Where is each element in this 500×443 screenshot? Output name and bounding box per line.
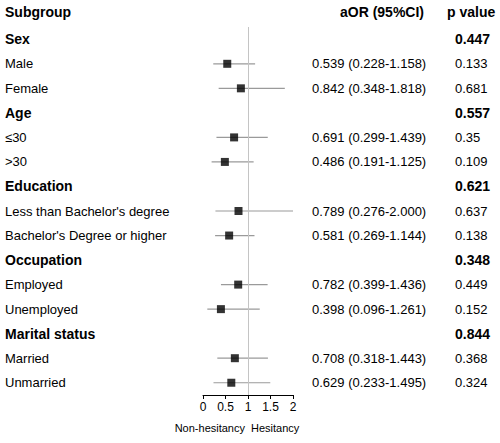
svg-text:Female: Female	[5, 81, 48, 96]
svg-text:0.447: 0.447	[455, 31, 490, 47]
svg-text:1: 1	[245, 400, 252, 414]
svg-text:0.842 (0.348-1.818): 0.842 (0.348-1.818)	[312, 81, 426, 96]
svg-text:Education: Education	[5, 178, 73, 194]
svg-text:Sex: Sex	[5, 31, 30, 47]
svg-text:Age: Age	[5, 105, 32, 121]
svg-text:0.35: 0.35	[455, 130, 480, 145]
svg-text:0.368: 0.368	[455, 351, 488, 366]
svg-text:0.109: 0.109	[455, 154, 488, 169]
svg-text:≤30: ≤30	[5, 130, 27, 145]
svg-text:Unemployed: Unemployed	[5, 302, 78, 317]
svg-text:0.708 (0.318-1.443): 0.708 (0.318-1.443)	[312, 351, 426, 366]
svg-text:aOR (95%CI): aOR (95%CI)	[340, 4, 424, 20]
svg-text:0.398 (0.096-1.261): 0.398 (0.096-1.261)	[312, 302, 426, 317]
svg-text:0.629 (0.233-1.495): 0.629 (0.233-1.495)	[312, 375, 426, 390]
svg-text:0.621: 0.621	[455, 178, 490, 194]
svg-text:0.348: 0.348	[455, 252, 490, 268]
svg-text:Male: Male	[5, 56, 33, 71]
svg-text:0.581 (0.269-1.144): 0.581 (0.269-1.144)	[312, 228, 426, 243]
svg-text:0.789 (0.276-2.000): 0.789 (0.276-2.000)	[312, 204, 426, 219]
svg-text:Hesitancy: Hesitancy	[251, 422, 300, 434]
svg-text:0.539 (0.228-1.158): 0.539 (0.228-1.158)	[312, 56, 426, 71]
svg-text:1.5: 1.5	[262, 400, 279, 414]
svg-text:0.486 (0.191-1.125): 0.486 (0.191-1.125)	[312, 154, 426, 169]
svg-text:Occupation: Occupation	[5, 252, 82, 268]
svg-text:0.681: 0.681	[455, 81, 488, 96]
svg-text:Subgroup: Subgroup	[5, 4, 71, 20]
svg-text:0.449: 0.449	[455, 277, 488, 292]
svg-text:0.5: 0.5	[217, 400, 234, 414]
svg-text:0.138: 0.138	[455, 228, 488, 243]
svg-text:Non-hesitancy: Non-hesitancy	[175, 422, 246, 434]
svg-text:2: 2	[290, 400, 297, 414]
svg-text:Employed: Employed	[5, 277, 63, 292]
svg-text:0.844: 0.844	[455, 326, 490, 342]
svg-text:0.324: 0.324	[455, 375, 488, 390]
svg-text:0.637: 0.637	[455, 204, 488, 219]
svg-text:0.782 (0.399-1.436): 0.782 (0.399-1.436)	[312, 277, 426, 292]
svg-text:Bachelor's Degree or higher: Bachelor's Degree or higher	[5, 228, 167, 243]
svg-text:0.691 (0.299-1.439): 0.691 (0.299-1.439)	[312, 130, 426, 145]
svg-text:0.557: 0.557	[455, 105, 490, 121]
svg-text:Marital status: Marital status	[5, 326, 95, 342]
svg-text:p value: p value	[447, 4, 495, 20]
svg-text:0.152: 0.152	[455, 302, 488, 317]
svg-text:>30: >30	[5, 154, 27, 169]
svg-text:0: 0	[200, 400, 207, 414]
svg-text:Married: Married	[5, 351, 49, 366]
svg-text:Unmarried: Unmarried	[5, 375, 66, 390]
svg-text:Less than Bachelor's degree: Less than Bachelor's degree	[5, 204, 169, 219]
svg-text:0.133: 0.133	[455, 56, 488, 71]
